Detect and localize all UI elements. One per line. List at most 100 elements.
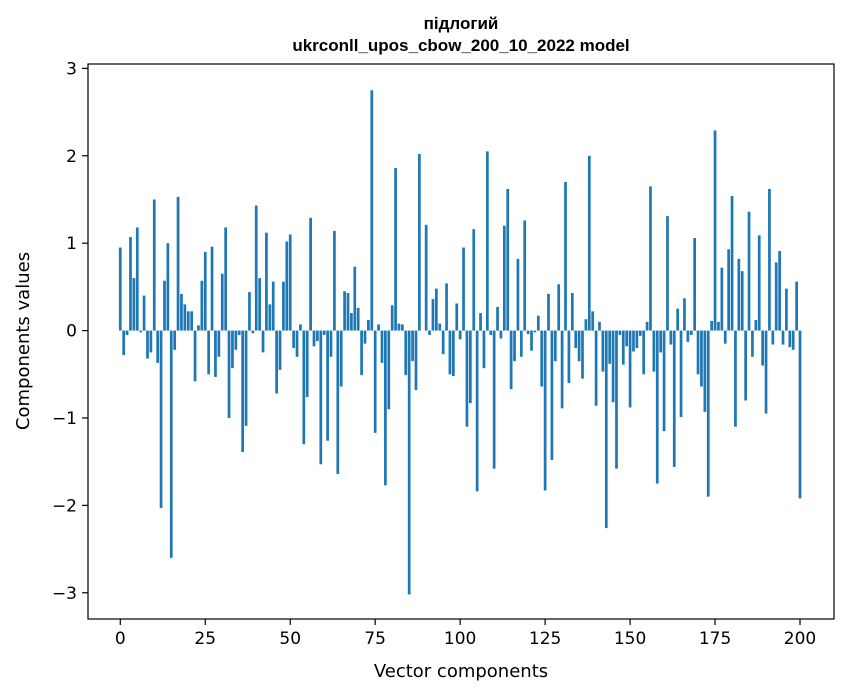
bar-111 xyxy=(496,306,499,331)
bar-24 xyxy=(200,280,204,331)
bar-195 xyxy=(781,330,785,345)
bar-21 xyxy=(190,311,194,331)
bar-10 xyxy=(152,199,156,331)
bar-128 xyxy=(553,330,557,362)
bar-48 xyxy=(282,281,285,331)
bar-115 xyxy=(509,330,513,390)
bar-172 xyxy=(703,330,707,412)
bar-38 xyxy=(248,292,251,331)
bar-119 xyxy=(523,220,527,331)
bar-50 xyxy=(288,234,292,331)
bar-84 xyxy=(404,330,408,376)
bar-41 xyxy=(258,278,261,331)
bar-188 xyxy=(757,235,761,331)
bar-112 xyxy=(499,330,503,339)
bar-71 xyxy=(360,330,363,376)
bar-86 xyxy=(411,330,414,362)
bar-35 xyxy=(237,330,241,335)
bar-155 xyxy=(645,321,649,331)
bar-117 xyxy=(516,258,520,331)
bar-161 xyxy=(666,216,669,331)
x-tick-label: 150 xyxy=(614,629,646,649)
bar-148 xyxy=(621,330,625,365)
x-tick-label: 0 xyxy=(115,629,126,649)
bar-146 xyxy=(615,330,618,469)
bar-79 xyxy=(387,330,391,410)
bar-45 xyxy=(271,281,275,331)
bar-70 xyxy=(356,307,360,331)
bar-11 xyxy=(156,330,160,363)
bar-13 xyxy=(163,280,166,331)
bar-113 xyxy=(502,225,506,331)
bar-200 xyxy=(798,330,802,499)
bar-123 xyxy=(536,315,540,331)
bar-36 xyxy=(241,330,244,453)
bar-158 xyxy=(655,330,659,484)
x-tick-label: 50 xyxy=(279,629,301,649)
bar-122 xyxy=(533,330,537,333)
bar-162 xyxy=(669,330,673,345)
bar-23 xyxy=(197,325,200,331)
x-axis-label: Vector components xyxy=(374,661,548,682)
bar-180 xyxy=(730,195,734,331)
bar-167 xyxy=(686,330,690,342)
bar-183 xyxy=(740,271,744,331)
bar-133 xyxy=(570,292,574,331)
x-axis-ticks: 0 25 50 75 100 125 150 175 200 xyxy=(115,619,816,649)
bar-174 xyxy=(710,320,714,331)
chart-title-line2: ukrconll_upos_cbow_200_10_2022 model xyxy=(292,36,629,55)
bars-group xyxy=(118,90,802,595)
bar-34 xyxy=(234,330,238,350)
bar-0 xyxy=(118,247,122,331)
bar-76 xyxy=(377,324,380,331)
bar-18 xyxy=(180,293,183,331)
bar-69 xyxy=(353,266,357,331)
bar-103 xyxy=(468,330,472,404)
bar-22 xyxy=(193,330,197,382)
bar-96 xyxy=(445,283,448,331)
y-tick-label: 0 xyxy=(66,322,77,342)
bar-20 xyxy=(186,311,190,331)
bar-28 xyxy=(214,330,217,377)
bar-51 xyxy=(292,330,295,349)
bar-66 xyxy=(343,291,346,331)
bar-159 xyxy=(659,330,663,353)
plot-frame xyxy=(87,63,835,620)
bar-178 xyxy=(723,330,727,344)
bar-156 xyxy=(649,186,652,331)
bar-43 xyxy=(265,232,268,331)
bar-29 xyxy=(217,330,221,357)
x-tick-label: 200 xyxy=(784,629,816,649)
bar-175 xyxy=(713,130,717,331)
bar-101 xyxy=(462,247,465,331)
bar-61 xyxy=(326,330,329,441)
bar-173 xyxy=(706,330,710,497)
bar-107 xyxy=(482,330,486,369)
bar-31 xyxy=(224,227,228,331)
bar-59 xyxy=(319,330,323,465)
bar-147 xyxy=(618,330,622,335)
bar-151 xyxy=(632,330,635,352)
bar-63 xyxy=(333,230,336,331)
bar-3 xyxy=(129,237,132,331)
bar-138 xyxy=(587,155,591,331)
bar-160 xyxy=(662,330,666,432)
bar-193 xyxy=(774,262,778,331)
bar-57 xyxy=(312,330,316,347)
bar-33 xyxy=(231,330,234,369)
y-tick-label: −1 xyxy=(52,409,77,429)
y-axis-label: Components values xyxy=(13,252,34,430)
bar-7 xyxy=(142,295,146,331)
bar-55 xyxy=(305,330,309,397)
bar-129 xyxy=(557,284,561,331)
bar-186 xyxy=(751,330,754,357)
bar-130 xyxy=(560,330,564,409)
bar-192 xyxy=(771,330,775,345)
bar-72 xyxy=(363,330,367,344)
bar-109 xyxy=(489,330,493,335)
bar-184 xyxy=(744,330,747,401)
bar-65 xyxy=(339,330,343,387)
bar-181 xyxy=(734,330,737,427)
bar-85 xyxy=(407,330,411,595)
